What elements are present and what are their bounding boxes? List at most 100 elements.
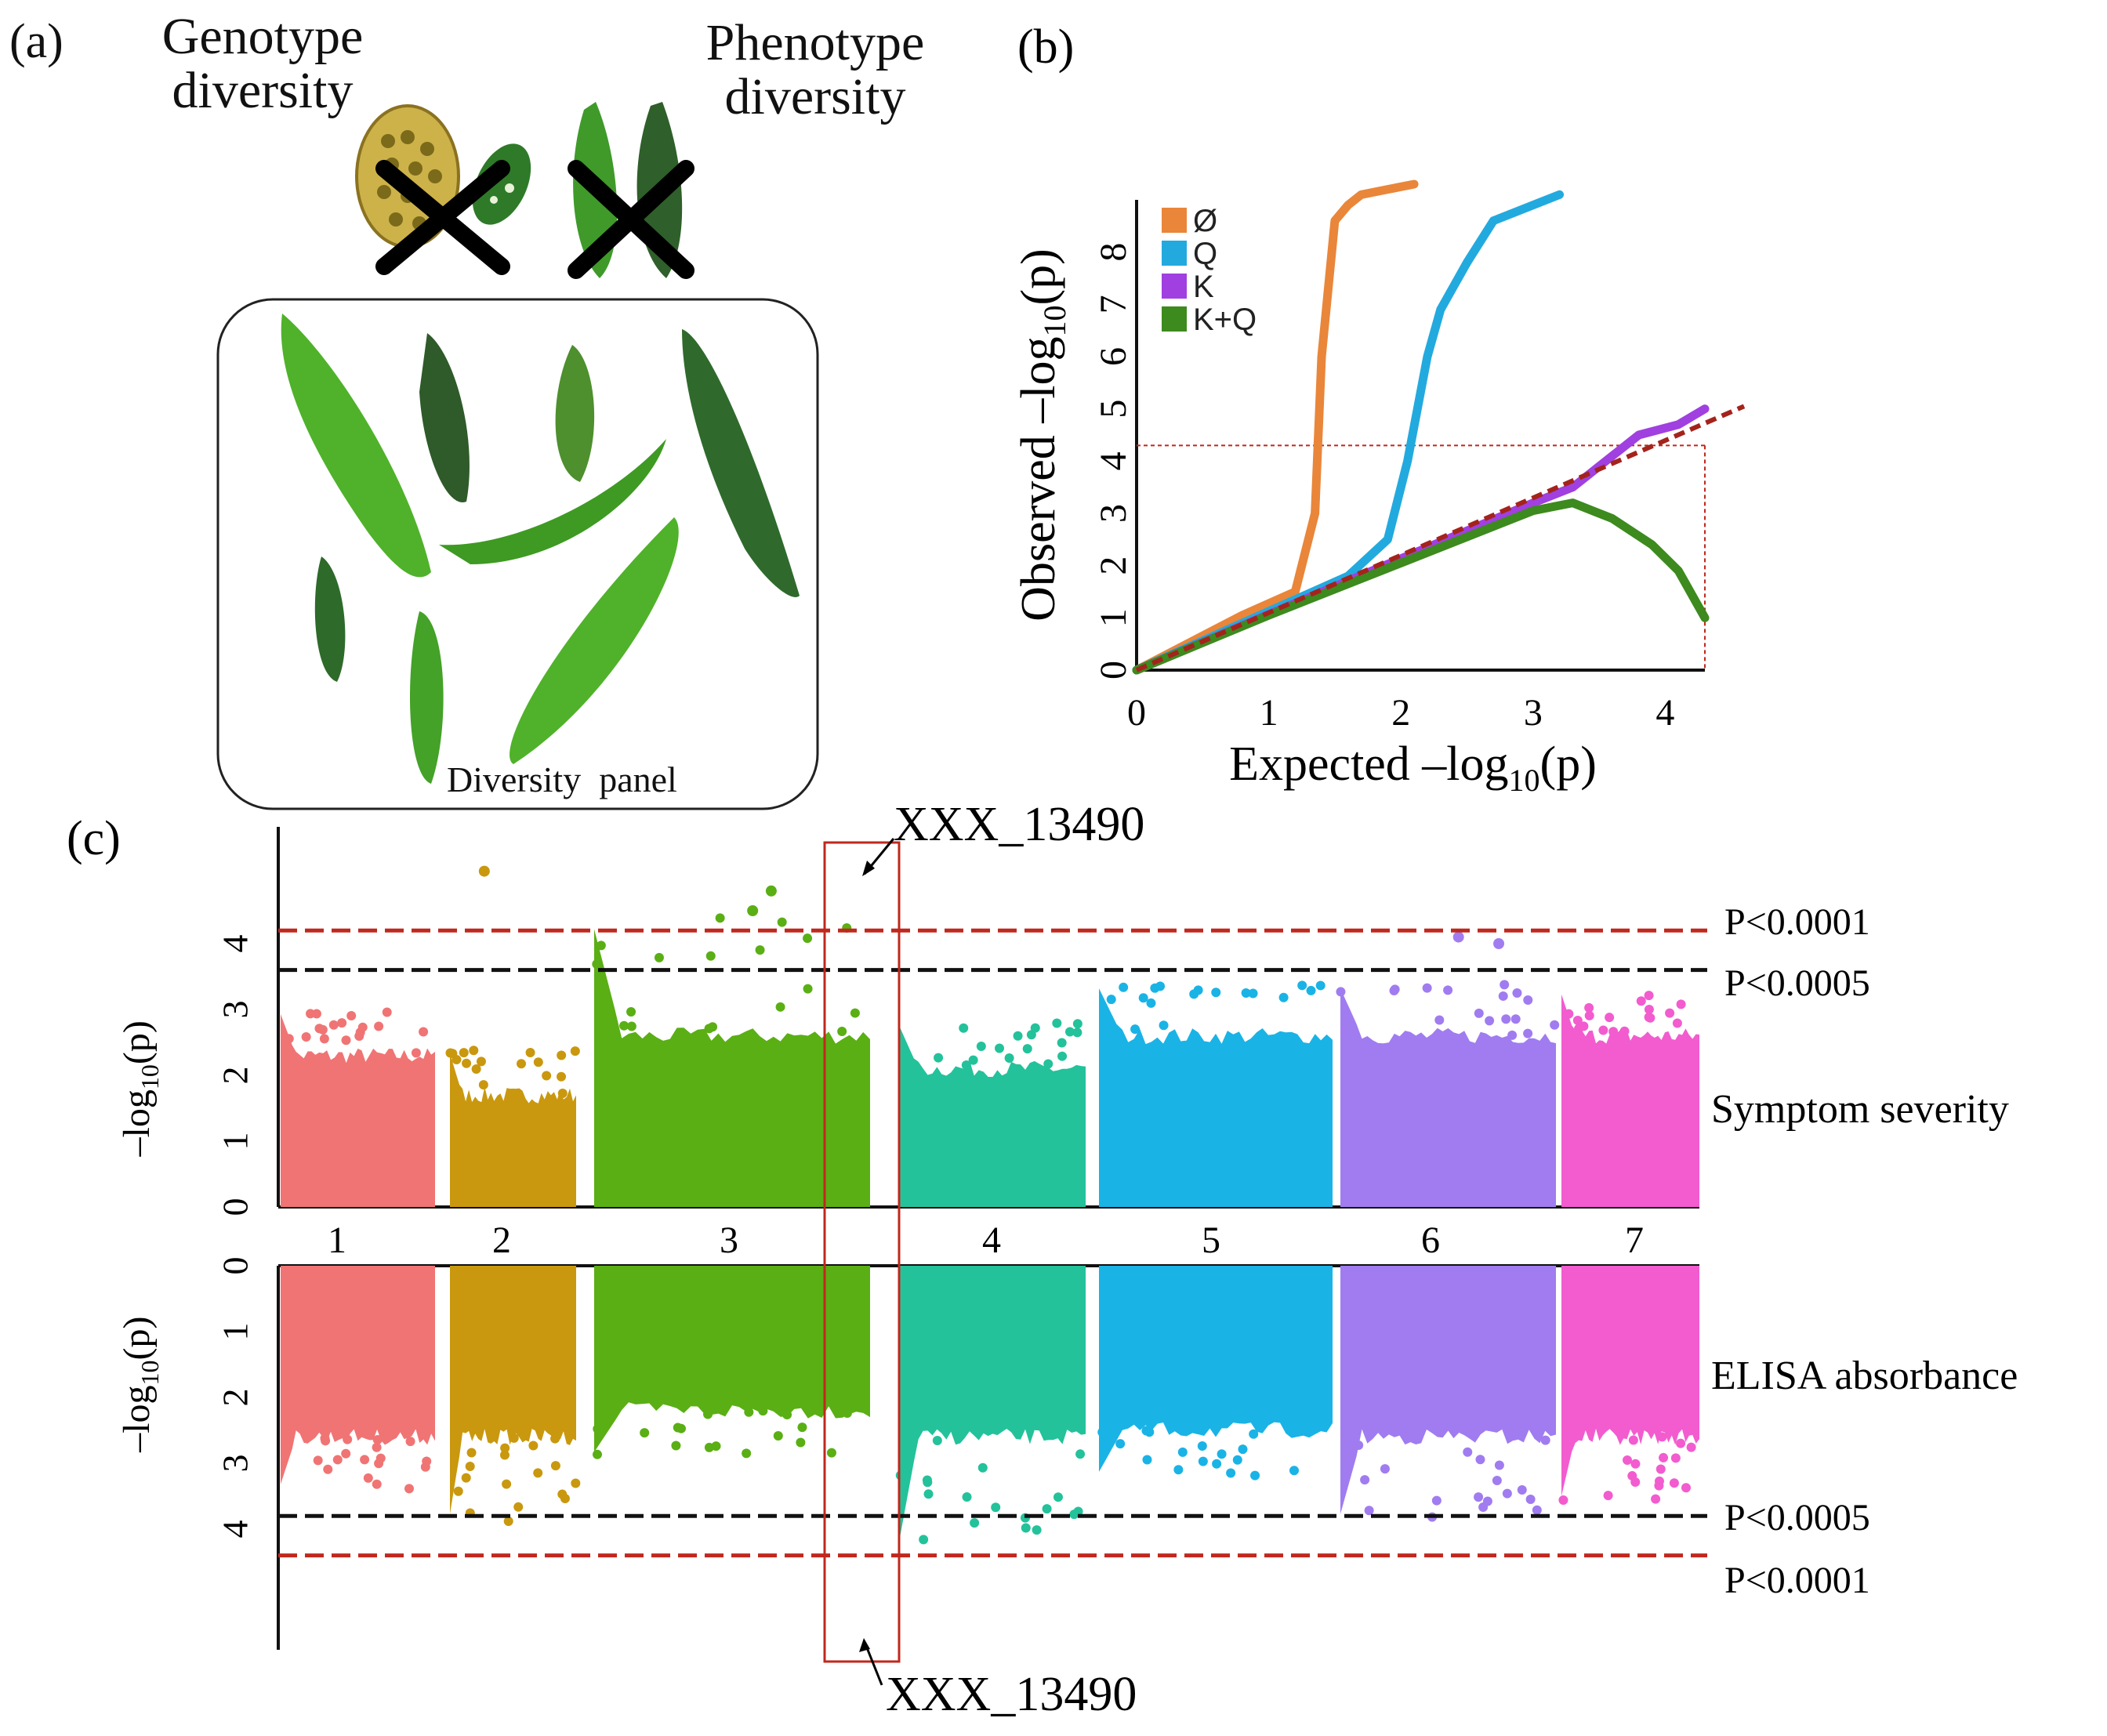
snp-point bbox=[525, 1047, 535, 1057]
snp-point bbox=[557, 1489, 568, 1499]
snp-point bbox=[1097, 1427, 1108, 1437]
snp-point bbox=[1297, 980, 1307, 991]
snp-point bbox=[343, 1434, 353, 1444]
qq-diagonal-reference bbox=[1135, 404, 1746, 672]
snp-point bbox=[1155, 981, 1166, 991]
qq-point bbox=[1529, 506, 1537, 515]
threshold-label-bottom-black: P<0.0005 bbox=[1724, 1497, 1870, 1538]
snp-point bbox=[1644, 1005, 1654, 1015]
snp-top-arrowhead bbox=[862, 861, 875, 876]
legend-label: K bbox=[1193, 270, 1214, 304]
snp-point bbox=[1598, 1025, 1608, 1035]
chromosome-band bbox=[1561, 994, 1699, 1207]
chromosome-band bbox=[1099, 988, 1333, 1207]
chromosome-band bbox=[900, 1027, 1086, 1207]
snp-point bbox=[1619, 1026, 1630, 1036]
snp-outlier-point bbox=[478, 865, 490, 877]
snp-label-bottom: XXX_13490 bbox=[886, 1668, 1137, 1721]
snp-point bbox=[1475, 1455, 1485, 1465]
snp-highlight-box bbox=[823, 841, 901, 1663]
snp-point bbox=[1232, 1455, 1242, 1465]
snp-point bbox=[1630, 1477, 1641, 1487]
qq-point bbox=[1674, 420, 1683, 429]
snp-point bbox=[1193, 985, 1203, 995]
chromosome-band bbox=[900, 1266, 1086, 1538]
snp-point bbox=[499, 1450, 510, 1460]
chromosome-3 bbox=[592, 1266, 870, 1459]
snp-point bbox=[533, 1468, 543, 1478]
snp-point bbox=[528, 1441, 539, 1451]
qq-plot: 0 1 2 3 4 0 1 2 3 4 5 6 7 8 Expected –log10(p) Observed… bbox=[1012, 179, 1746, 798]
snp-point bbox=[542, 1071, 552, 1081]
snp-point bbox=[570, 1046, 580, 1056]
manhattan-y-tick-label: 0 bbox=[216, 1257, 256, 1275]
snp-point bbox=[676, 1423, 686, 1433]
snp-point bbox=[1241, 988, 1251, 998]
snp-point bbox=[1523, 995, 1533, 1006]
qq-x-tick-label: 0 bbox=[1127, 692, 1146, 734]
snp-point bbox=[341, 1035, 351, 1046]
qq-point bbox=[1463, 259, 1471, 266]
snp-point bbox=[1485, 1016, 1495, 1026]
snp-point bbox=[1250, 1470, 1260, 1480]
snp-point bbox=[654, 952, 664, 962]
snp-point bbox=[1670, 1453, 1681, 1463]
snp-point bbox=[1146, 998, 1156, 1008]
phenotype-diversity-title: Phenotype diversity bbox=[705, 14, 925, 126]
snp-point bbox=[1686, 1442, 1696, 1452]
snp-point bbox=[1354, 1440, 1364, 1450]
snp-label-top: XXX_13490 bbox=[894, 798, 1144, 851]
qq-point bbox=[1608, 514, 1616, 523]
chromosome-7 bbox=[1558, 1266, 1699, 1506]
chromosome-3 bbox=[592, 913, 870, 1207]
snp-point bbox=[1211, 988, 1221, 998]
manhattan-y-tick-label: 3 bbox=[216, 1455, 256, 1473]
snp-point bbox=[1500, 980, 1510, 990]
chromosome-band bbox=[281, 1266, 435, 1484]
snp-point bbox=[1431, 1495, 1442, 1506]
snp-point bbox=[797, 1423, 807, 1433]
snp-outlier-point bbox=[1452, 931, 1464, 943]
qq-point bbox=[1291, 588, 1300, 596]
snp-point bbox=[1142, 1455, 1152, 1465]
snp-point bbox=[500, 1443, 510, 1453]
snp-point bbox=[1623, 1455, 1633, 1466]
snp-point bbox=[332, 1455, 343, 1465]
manhattan-y-axis-title: –log10(p) bbox=[116, 1020, 164, 1157]
snp-point bbox=[1343, 1021, 1353, 1031]
snp-point bbox=[405, 1437, 415, 1447]
snp-point bbox=[1360, 1475, 1370, 1485]
snp-point bbox=[1676, 999, 1686, 1009]
snp-point bbox=[478, 1080, 488, 1090]
snp-point bbox=[1681, 1483, 1691, 1493]
qq-point bbox=[1674, 567, 1683, 575]
snp-point bbox=[796, 1437, 806, 1448]
snp-point bbox=[404, 1484, 414, 1494]
snp-point bbox=[758, 1406, 768, 1416]
snp-point bbox=[1119, 982, 1129, 992]
qq-point bbox=[1384, 185, 1392, 194]
snp-point bbox=[1572, 1015, 1583, 1025]
trait-label-top: Symptom severity bbox=[1711, 1087, 2009, 1132]
chromosome-band bbox=[1340, 988, 1556, 1207]
snp-point bbox=[1550, 1020, 1560, 1030]
snp-point bbox=[319, 1034, 329, 1044]
snp-point bbox=[1013, 1031, 1023, 1041]
snp-point bbox=[1226, 1468, 1236, 1478]
snp-point bbox=[1422, 983, 1432, 993]
snp-point bbox=[1605, 1013, 1615, 1023]
snp-point bbox=[596, 940, 606, 951]
legend-swatch bbox=[1162, 241, 1187, 266]
snp-point bbox=[1474, 1492, 1484, 1502]
snp-point bbox=[372, 1442, 382, 1452]
snp-point bbox=[550, 1461, 560, 1471]
qq-y-tick-label: 5 bbox=[1093, 400, 1134, 419]
snp-point bbox=[923, 1489, 934, 1499]
qq-point bbox=[1648, 541, 1656, 549]
snp-point bbox=[557, 1050, 567, 1060]
panel-b-label: (b) bbox=[1017, 20, 1074, 74]
snp-point bbox=[1659, 1452, 1669, 1462]
snp-point bbox=[375, 1453, 386, 1463]
qq-series-1 bbox=[1132, 190, 1565, 675]
snp-point bbox=[320, 1433, 330, 1444]
